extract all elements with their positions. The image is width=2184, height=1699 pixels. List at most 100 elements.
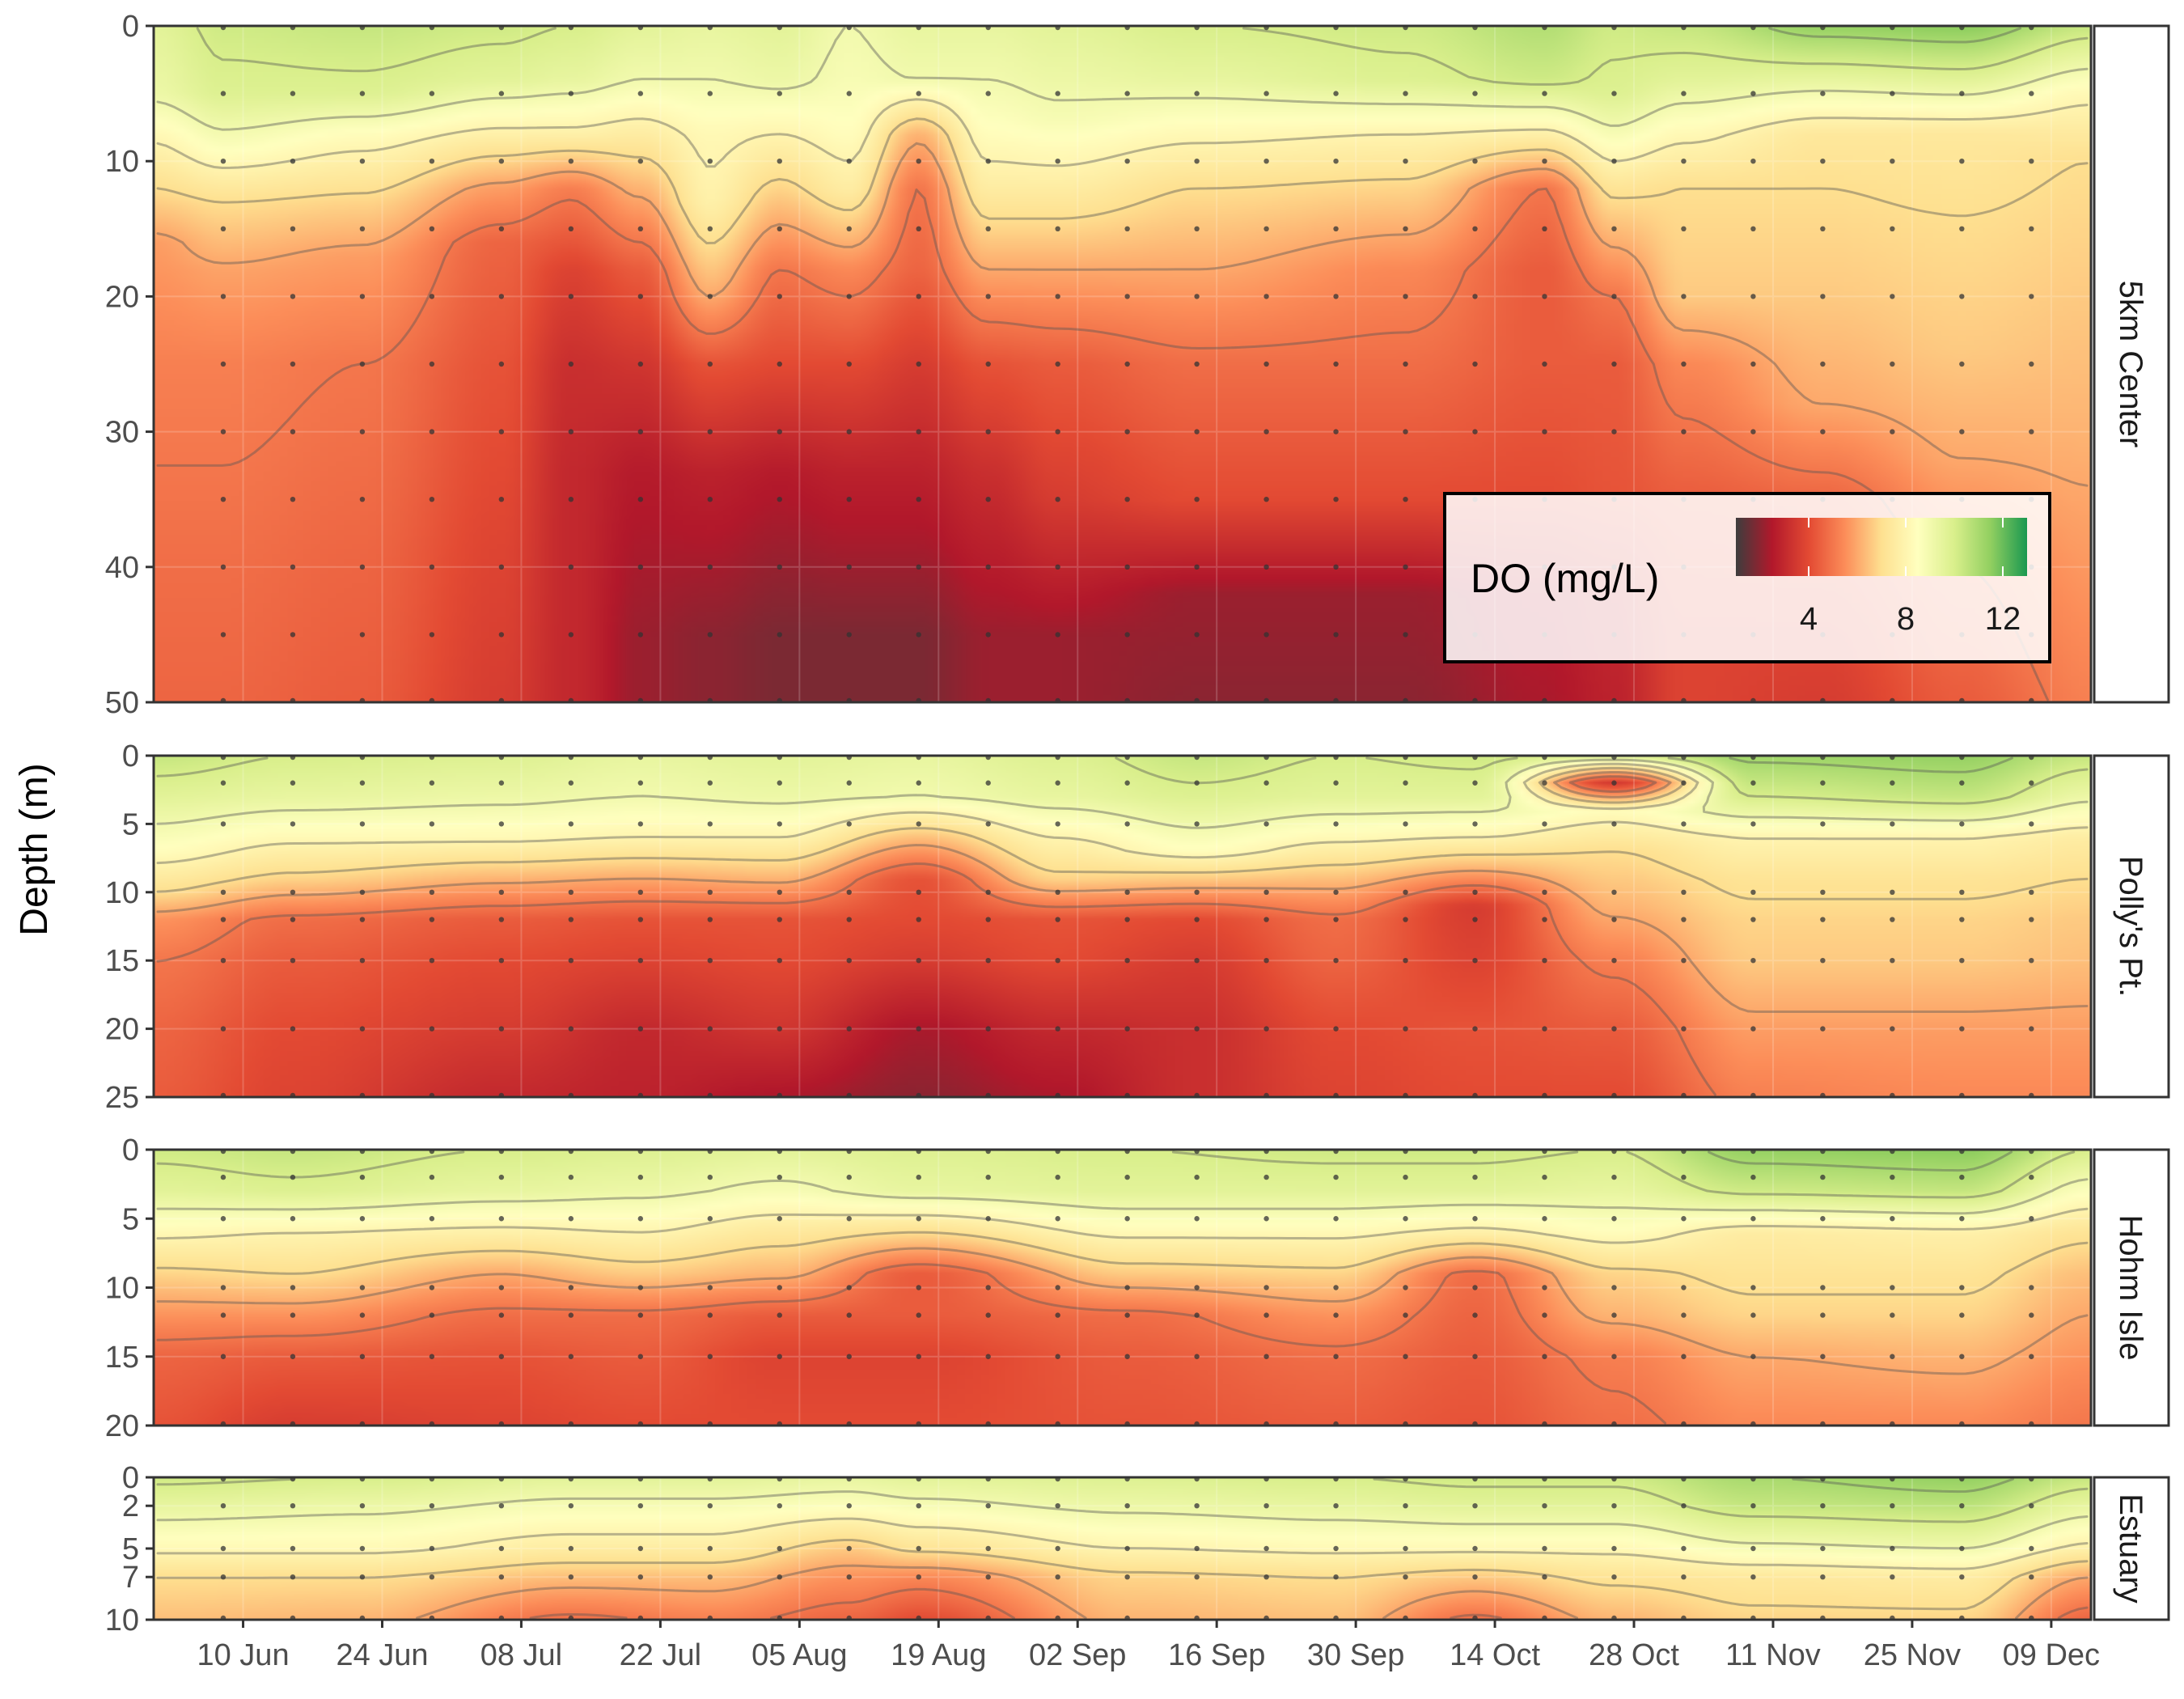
- sample-point: [1124, 1285, 1130, 1290]
- sample-point: [637, 226, 644, 231]
- sample-point: [1959, 1545, 1965, 1552]
- sample-point: [1333, 1574, 1339, 1580]
- sample-point: [1124, 497, 1130, 502]
- sample-point: [1472, 1216, 1478, 1222]
- sample-point: [2029, 917, 2034, 922]
- sample-point: [1194, 1574, 1200, 1580]
- sample-point: [1403, 1545, 1408, 1552]
- sample-point: [2029, 361, 2034, 367]
- sample-point: [1403, 1574, 1408, 1580]
- sample-point: [1890, 780, 1895, 786]
- sample-point: [1750, 1285, 1756, 1290]
- sample-point: [1542, 159, 1547, 164]
- sample-point: [1611, 361, 1617, 367]
- sample-point: [568, 889, 574, 896]
- sample-point: [1890, 821, 1895, 827]
- sample-point: [1472, 1285, 1478, 1290]
- sample-point: [777, 632, 782, 638]
- sample-point: [916, 889, 921, 896]
- sample-point: [1472, 1174, 1478, 1180]
- sample-point: [637, 1503, 644, 1509]
- sample-point: [1542, 1503, 1547, 1509]
- sample-point: [1333, 1354, 1339, 1359]
- sample-point: [1959, 91, 1965, 96]
- sample-point: [985, 91, 991, 96]
- sample-point: [290, 958, 296, 964]
- sample-point: [1124, 294, 1130, 299]
- y-tick-label: 5: [122, 807, 139, 841]
- sample-point: [1681, 226, 1687, 231]
- sample-point: [1403, 889, 1408, 896]
- sample-point: [1820, 889, 1826, 896]
- sample-point: [1403, 1026, 1408, 1032]
- sample-point: [1194, 1174, 1200, 1180]
- sample-point: [1611, 1354, 1617, 1359]
- sample-point: [1542, 889, 1547, 896]
- sample-point: [916, 1216, 921, 1222]
- sample-point: [429, 821, 435, 827]
- sample-point: [1055, 1503, 1060, 1509]
- sample-point: [707, 361, 713, 367]
- sample-point: [1750, 1574, 1756, 1580]
- sample-point: [1472, 958, 1478, 964]
- x-tick-label: 09 Dec: [2003, 1638, 2100, 1672]
- sample-point: [1890, 1574, 1895, 1580]
- panel-hohm-isle: 0 5 10 15 20 Hohm Isle: [105, 1133, 2170, 1443]
- sample-point: [429, 1574, 435, 1580]
- sample-point: [1472, 1354, 1478, 1359]
- sample-point: [290, 91, 296, 96]
- sample-point: [1124, 226, 1130, 231]
- sample-point: [707, 780, 713, 786]
- sample-point: [1542, 226, 1547, 231]
- sample-point: [1403, 1354, 1408, 1359]
- y-tick-label: 5: [122, 1532, 139, 1566]
- sample-point: [359, 429, 366, 434]
- sample-point: [1611, 1574, 1617, 1580]
- sample-point: [220, 821, 226, 827]
- sample-point: [1472, 91, 1478, 96]
- sample-point: [568, 226, 574, 231]
- x-axis: 10 Jun 24 Jun 08 Jul 22 Jul 05 Aug 19 Aug 02 S…: [197, 1620, 2100, 1672]
- sample-point: [985, 294, 991, 299]
- sample-point: [429, 1174, 435, 1180]
- sample-point: [637, 821, 644, 827]
- sample-point: [637, 429, 644, 434]
- sample-point: [637, 917, 644, 922]
- sample-point: [1403, 497, 1408, 502]
- sample-point: [985, 1285, 991, 1290]
- sample-point: [1194, 497, 1200, 502]
- sample-point: [1124, 1545, 1130, 1552]
- sample-point: [498, 361, 505, 367]
- sample-point: [1472, 821, 1478, 827]
- sample-point: [1750, 1312, 1756, 1318]
- sample-point: [1194, 889, 1200, 896]
- sample-point: [1959, 1026, 1965, 1032]
- facet-strip: [2093, 1148, 2170, 1427]
- sample-point: [637, 1174, 644, 1180]
- sample-point: [359, 780, 366, 786]
- sample-point: [1611, 159, 1617, 164]
- sample-point: [1333, 821, 1339, 827]
- sample-point: [498, 632, 505, 638]
- sample-point: [846, 1545, 852, 1552]
- sample-point: [1750, 780, 1756, 786]
- sample-point: [1333, 564, 1339, 570]
- sample-point: [429, 226, 435, 231]
- sample-point: [498, 226, 505, 231]
- sample-point: [846, 429, 852, 434]
- sample-point: [1542, 1216, 1547, 1222]
- sample-point: [707, 1574, 713, 1580]
- facet-strip-label: Estuary: [2113, 1494, 2148, 1604]
- sample-point: [1542, 1174, 1547, 1180]
- sample-point: [1820, 1545, 1826, 1552]
- sample-point: [1472, 1312, 1478, 1318]
- sample-point: [777, 429, 782, 434]
- sample-point: [1055, 564, 1060, 570]
- sample-point: [1055, 91, 1060, 96]
- sample-point: [498, 821, 505, 827]
- sample-point: [220, 159, 226, 164]
- sample-point: [846, 1285, 852, 1290]
- sample-point: [1333, 1503, 1339, 1509]
- sample-point: [1890, 429, 1895, 434]
- sample-point: [1333, 1216, 1339, 1222]
